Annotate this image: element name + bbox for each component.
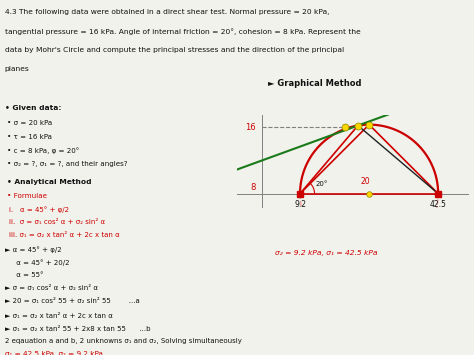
Text: 9.2: 9.2 bbox=[294, 200, 306, 209]
Text: 20°: 20° bbox=[316, 181, 328, 187]
Text: 4.3 The following data were obtained in a direct shear test. Normal pressure = 2: 4.3 The following data were obtained in … bbox=[5, 9, 329, 15]
Text: σ₁ = 42.5 kPa, σ₂ = 9.2 kPa: σ₁ = 42.5 kPa, σ₂ = 9.2 kPa bbox=[5, 351, 102, 355]
Text: 16: 16 bbox=[245, 123, 255, 132]
Text: • σ = 20 kPa: • σ = 20 kPa bbox=[7, 120, 52, 126]
Text: 20: 20 bbox=[360, 177, 370, 186]
Text: ► σ₁ = σ₂ x tan² α + 2c x tan α: ► σ₁ = σ₂ x tan² α + 2c x tan α bbox=[5, 313, 113, 319]
Text: • τ = 16 kPa: • τ = 16 kPa bbox=[7, 134, 52, 140]
Text: • σ₂ = ?, σ₁ = ?, and their angles?: • σ₂ = ?, σ₁ = ?, and their angles? bbox=[7, 161, 128, 167]
Text: α = 45° + 20/2: α = 45° + 20/2 bbox=[5, 260, 69, 266]
Text: ► α = 45° + φ/2: ► α = 45° + φ/2 bbox=[5, 247, 61, 253]
Text: • c = 8 kPa, φ = 20°: • c = 8 kPa, φ = 20° bbox=[7, 147, 79, 154]
Text: ► σ₁ = σ₂ x tan² 55 + 2x8 x tan 55      ...b: ► σ₁ = σ₂ x tan² 55 + 2x8 x tan 55 ...b bbox=[5, 326, 150, 332]
Text: • Analytical Method: • Analytical Method bbox=[7, 179, 91, 185]
Text: α = 55°: α = 55° bbox=[5, 272, 43, 278]
Text: ii.  σ = σ₁ cos² α + σ₂ sin² α: ii. σ = σ₁ cos² α + σ₂ sin² α bbox=[9, 219, 106, 225]
Text: tangential pressure = 16 kPa. Angle of internal friction = 20°, cohesion = 8 kPa: tangential pressure = 16 kPa. Angle of i… bbox=[5, 28, 361, 35]
Text: ► 20 = σ₁ cos² 55 + σ₂ sin² 55        ...a: ► 20 = σ₁ cos² 55 + σ₂ sin² 55 ...a bbox=[5, 298, 139, 304]
Text: planes: planes bbox=[5, 66, 29, 72]
Text: data by Mohr's Circle and compute the principal stresses and the direction of th: data by Mohr's Circle and compute the pr… bbox=[5, 47, 344, 53]
Text: σ₂ = 9.2 kPa, σ₁ = 42.5 kPa: σ₂ = 9.2 kPa, σ₁ = 42.5 kPa bbox=[275, 250, 377, 256]
Text: ► Graphical Method: ► Graphical Method bbox=[268, 79, 361, 88]
Text: • Formulae: • Formulae bbox=[7, 193, 47, 199]
Text: ► σ = σ₁ cos² α + σ₂ sin² α: ► σ = σ₁ cos² α + σ₂ sin² α bbox=[5, 285, 98, 291]
Text: • Given data:: • Given data: bbox=[5, 105, 61, 111]
Text: i.   α = 45° + φ/2: i. α = 45° + φ/2 bbox=[9, 206, 70, 213]
Text: 8: 8 bbox=[250, 182, 255, 192]
Text: 2 eqauation a and b, 2 unknowns σ₁ and σ₂, Solving simultaneously: 2 eqauation a and b, 2 unknowns σ₁ and σ… bbox=[5, 338, 242, 344]
Text: 42.5: 42.5 bbox=[430, 200, 447, 209]
Text: iii. σ₁ = σ₂ x tan² α + 2c x tan α: iii. σ₁ = σ₂ x tan² α + 2c x tan α bbox=[9, 232, 120, 238]
